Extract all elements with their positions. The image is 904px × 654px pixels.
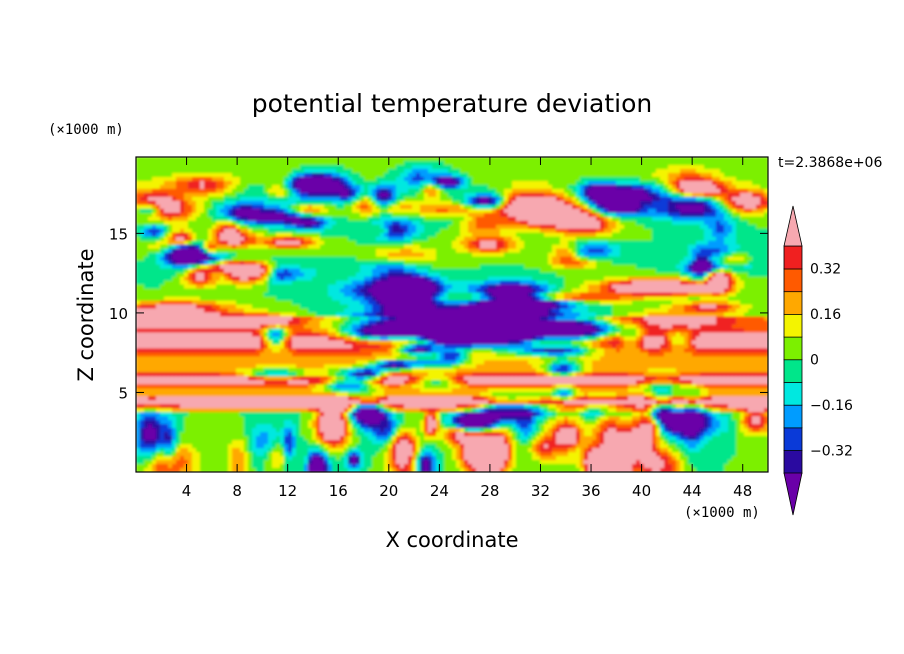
- colorbar-segment: [783, 245, 803, 270]
- heatmap-field: [136, 157, 768, 472]
- colorbar-segment: [783, 427, 803, 452]
- colorbar-segment: [783, 381, 803, 406]
- x-tick-label: 32: [531, 482, 550, 500]
- colorbar-label: 0.16: [810, 307, 841, 323]
- time-label: t=2.3868e+06: [778, 155, 882, 171]
- x-tick-label: 36: [581, 482, 600, 500]
- x-tick-label: 16: [329, 482, 348, 500]
- y-axis: 5 10 15: [109, 225, 768, 402]
- x-tick-label: 8: [232, 482, 242, 500]
- colorbar-segment: [783, 290, 803, 315]
- y-tick-label: 15: [109, 225, 128, 243]
- plot-frame: [135, 156, 769, 473]
- x-tick-label: 24: [430, 482, 449, 500]
- x-tick-label: 4: [182, 482, 192, 500]
- colorbar-segment: [783, 268, 803, 293]
- colorbar-label: 0: [810, 353, 819, 369]
- x-tick-label: 44: [683, 482, 702, 500]
- x-axis-unit: (×1000 m): [684, 505, 760, 521]
- x-tick-label: 40: [632, 482, 651, 500]
- x-tick-label: 12: [278, 482, 297, 500]
- colorbar-label: −0.16: [810, 398, 853, 414]
- colorbar: 0.32 0.16 0 −0.16 −0.32: [783, 205, 853, 516]
- colorbar-min-arrow: [783, 472, 803, 516]
- colorbar-segment: [783, 313, 803, 338]
- colorbar-label: 0.32: [810, 262, 841, 278]
- y-tick-label: 5: [118, 384, 128, 402]
- x-axis-label: X coordinate: [385, 528, 518, 552]
- colorbar-label: −0.32: [810, 443, 853, 459]
- colorbar-segment: [783, 359, 803, 383]
- x-tick-label: 48: [733, 482, 752, 500]
- colorbar-segment: [783, 336, 803, 361]
- x-tick-label: 20: [379, 482, 398, 500]
- x-tick-label: 28: [480, 482, 499, 500]
- y-tick-label: 10: [109, 305, 128, 323]
- x-axis: 4 8 12 16 20 24 28 32 36 40 44 48: [182, 157, 752, 500]
- colorbar-max-arrow: [783, 205, 803, 247]
- y-axis-label: Z coordinate: [74, 248, 98, 381]
- colorbar-segment: [783, 449, 803, 474]
- y-axis-unit: (×1000 m): [48, 122, 124, 138]
- chart-title: potential temperature deviation: [252, 89, 652, 118]
- colorbar-segment: [783, 404, 803, 429]
